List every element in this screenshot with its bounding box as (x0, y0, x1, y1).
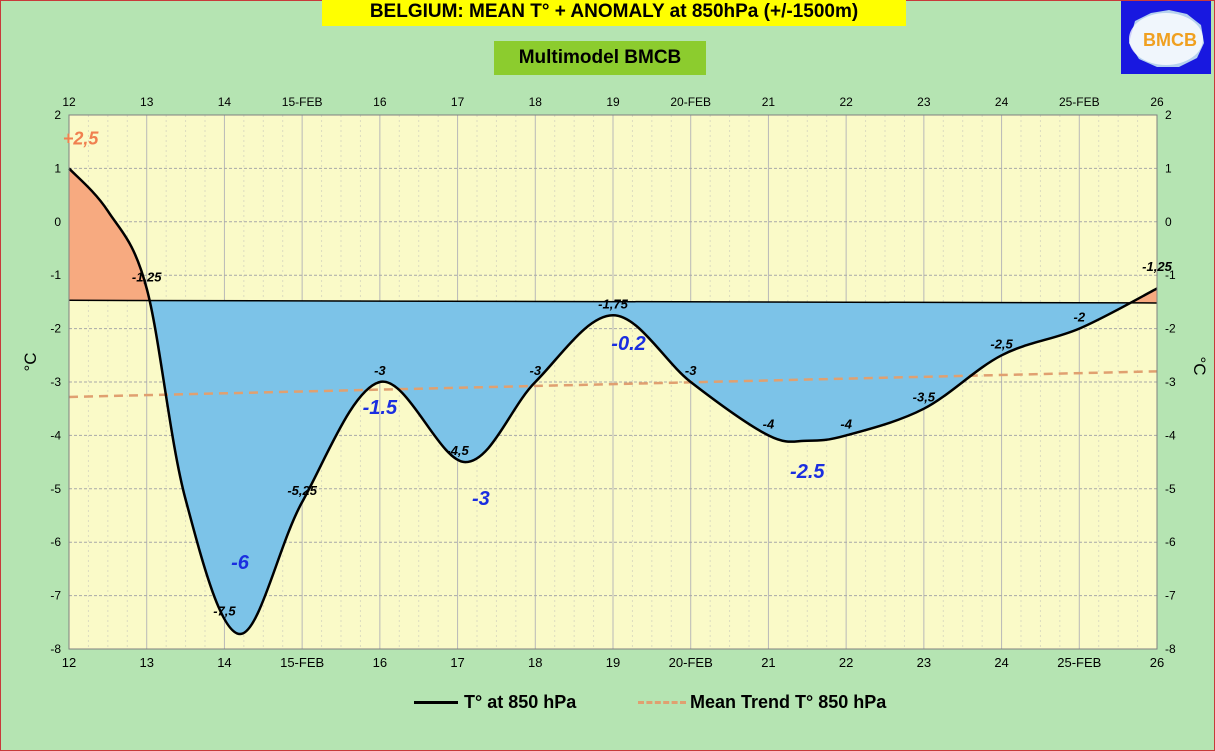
x-tick-label-top: 17 (451, 95, 465, 109)
legend-temperature-label: T° at 850 hPa (464, 692, 577, 712)
point-value-label: -2,5 (990, 336, 1013, 351)
chart-title: BELGIUM: MEAN T° + ANOMALY at 850hPa (+/… (322, 0, 906, 26)
x-tick-label-bottom: 16 (373, 655, 387, 670)
x-tick-label-bottom: 15-FEB (280, 655, 324, 670)
y-tick-label-right: -1 (1165, 268, 1176, 282)
x-tick-label-top: 16 (373, 95, 387, 109)
y-tick-label-right: -2 (1165, 322, 1176, 336)
bmcb-logo: BMCB (1121, 1, 1211, 74)
x-tick-label-bottom: 20-FEB (669, 655, 713, 670)
x-tick-label-bottom: 12 (62, 655, 76, 670)
point-value-label: -4 (840, 416, 852, 431)
logo-text: BMCB (1143, 30, 1197, 50)
point-value-label: -3 (530, 363, 542, 378)
x-tick-label-bottom: 18 (528, 655, 542, 670)
data-labels: -1,25 -7,5 -5,25 -3 -4,5 -3 -1,75 -3 -4 -4 -3,5 -2,… (63, 128, 1173, 618)
axes: 2 21 10 0-1 -1-2 -2-3 -3-4 -4-5 -5-6 -6-7 -7-8 -812… (50, 95, 1176, 670)
y-tick-label-right: 1 (1165, 161, 1172, 175)
point-value-label: -4,5 (446, 443, 469, 458)
x-tick-label-top: 18 (529, 95, 543, 109)
x-tick-label-top: 22 (839, 95, 853, 109)
legend: T° at 850 hPa Mean Trend T° 850 hPa (0, 692, 1215, 716)
y-tick-label-left: -5 (50, 482, 61, 496)
y-tick-label-left: -6 (50, 535, 61, 549)
legend-solid-line-icon (414, 701, 458, 704)
x-tick-label-top: 24 (995, 95, 1009, 109)
y-tick-label-right: -4 (1165, 428, 1176, 442)
x-tick-label-bottom: 14 (217, 655, 231, 670)
x-tick-label-bottom: 23 (917, 655, 931, 670)
y-tick-label-left: -3 (50, 375, 61, 389)
legend-dashed-line-icon (638, 701, 686, 704)
cold-anomaly-label: -0.2 (611, 333, 645, 355)
legend-trend-label: Mean Trend T° 850 hPa (690, 692, 887, 712)
x-tick-label-top: 25-FEB (1059, 95, 1100, 109)
x-tick-label-bottom: 19 (606, 655, 620, 670)
point-value-label: -2 (1074, 310, 1086, 325)
y-tick-label-left: -4 (50, 428, 61, 442)
point-value-label: -3 (685, 363, 697, 378)
x-tick-label-top: 21 (762, 95, 776, 109)
warm-anomaly-label: +2,5 (63, 128, 100, 148)
y-tick-label-left: -1 (50, 268, 61, 282)
y-axis-label-left: °C (21, 352, 40, 371)
point-value-label: -7,5 (213, 603, 236, 618)
y-tick-label-left: 1 (54, 161, 61, 175)
y-axis-label-right: °C (1190, 356, 1209, 375)
point-value-label: -1,75 (598, 296, 628, 311)
point-value-label: -5,25 (287, 483, 317, 498)
point-value-label: -3 (374, 363, 386, 378)
x-tick-label-bottom: 17 (450, 655, 464, 670)
chart-subtitle: Multimodel BMCB (494, 41, 706, 75)
cold-anomaly-label: -2.5 (790, 461, 825, 483)
x-tick-label-top: 20-FEB (670, 95, 711, 109)
point-value-label: -1,25 (132, 270, 162, 285)
mean-trend-line (68, 370, 1158, 399)
x-tick-label-top: 14 (218, 95, 232, 109)
x-tick-label-bottom: 22 (839, 655, 853, 670)
logo-ellipse (1129, 13, 1203, 65)
x-tick-label-top: 13 (140, 95, 154, 109)
y-tick-label-right: -3 (1165, 375, 1176, 389)
y-tick-label-left: -8 (50, 642, 61, 656)
logo-graphic: BMCB (1129, 10, 1204, 67)
y-tick-label-left: -2 (50, 322, 61, 336)
x-tick-label-top: 12 (62, 95, 76, 109)
x-tick-label-top: 15-FEB (282, 95, 323, 109)
y-tick-label-right: -7 (1165, 589, 1176, 603)
x-tick-label-top: 19 (606, 95, 620, 109)
x-tick-label-top: 26 (1150, 95, 1164, 109)
cold-anomaly-label: -1.5 (363, 397, 398, 419)
x-tick-label-bottom: 25-FEB (1057, 655, 1101, 670)
cold-anomaly-area (69, 300, 1157, 635)
x-tick-label-bottom: 26 (1150, 655, 1164, 670)
y-tick-label-right: 0 (1165, 215, 1172, 229)
point-value-label: -3,5 (913, 390, 936, 405)
x-tick-label-bottom: 24 (994, 655, 1008, 670)
y-tick-label-left: 2 (54, 108, 61, 122)
point-value-label: -4 (763, 416, 775, 431)
y-tick-label-right: -6 (1165, 535, 1176, 549)
cold-anomaly-label: -6 (231, 552, 250, 574)
reference-mean-line (68, 299, 1158, 304)
y-tick-label-right: -8 (1165, 642, 1176, 656)
cold-anomaly-label: -3 (472, 488, 490, 510)
x-tick-label-bottom: 13 (139, 655, 153, 670)
x-tick-label-bottom: 21 (761, 655, 775, 670)
legend-item-temperature: T° at 850 hPa (414, 692, 576, 713)
y-tick-label-right: -5 (1165, 482, 1176, 496)
plot-border (68, 114, 1158, 650)
x-tick-label-top: 23 (917, 95, 931, 109)
y-tick-label-right: 2 (1165, 108, 1172, 122)
y-tick-label-left: 0 (54, 215, 61, 229)
legend-item-trend: Mean Trend T° 850 hPa (638, 692, 886, 713)
point-value-label: -1,25 (1142, 259, 1172, 274)
temperature-line (68, 167, 1158, 636)
y-tick-label-left: -7 (50, 589, 61, 603)
